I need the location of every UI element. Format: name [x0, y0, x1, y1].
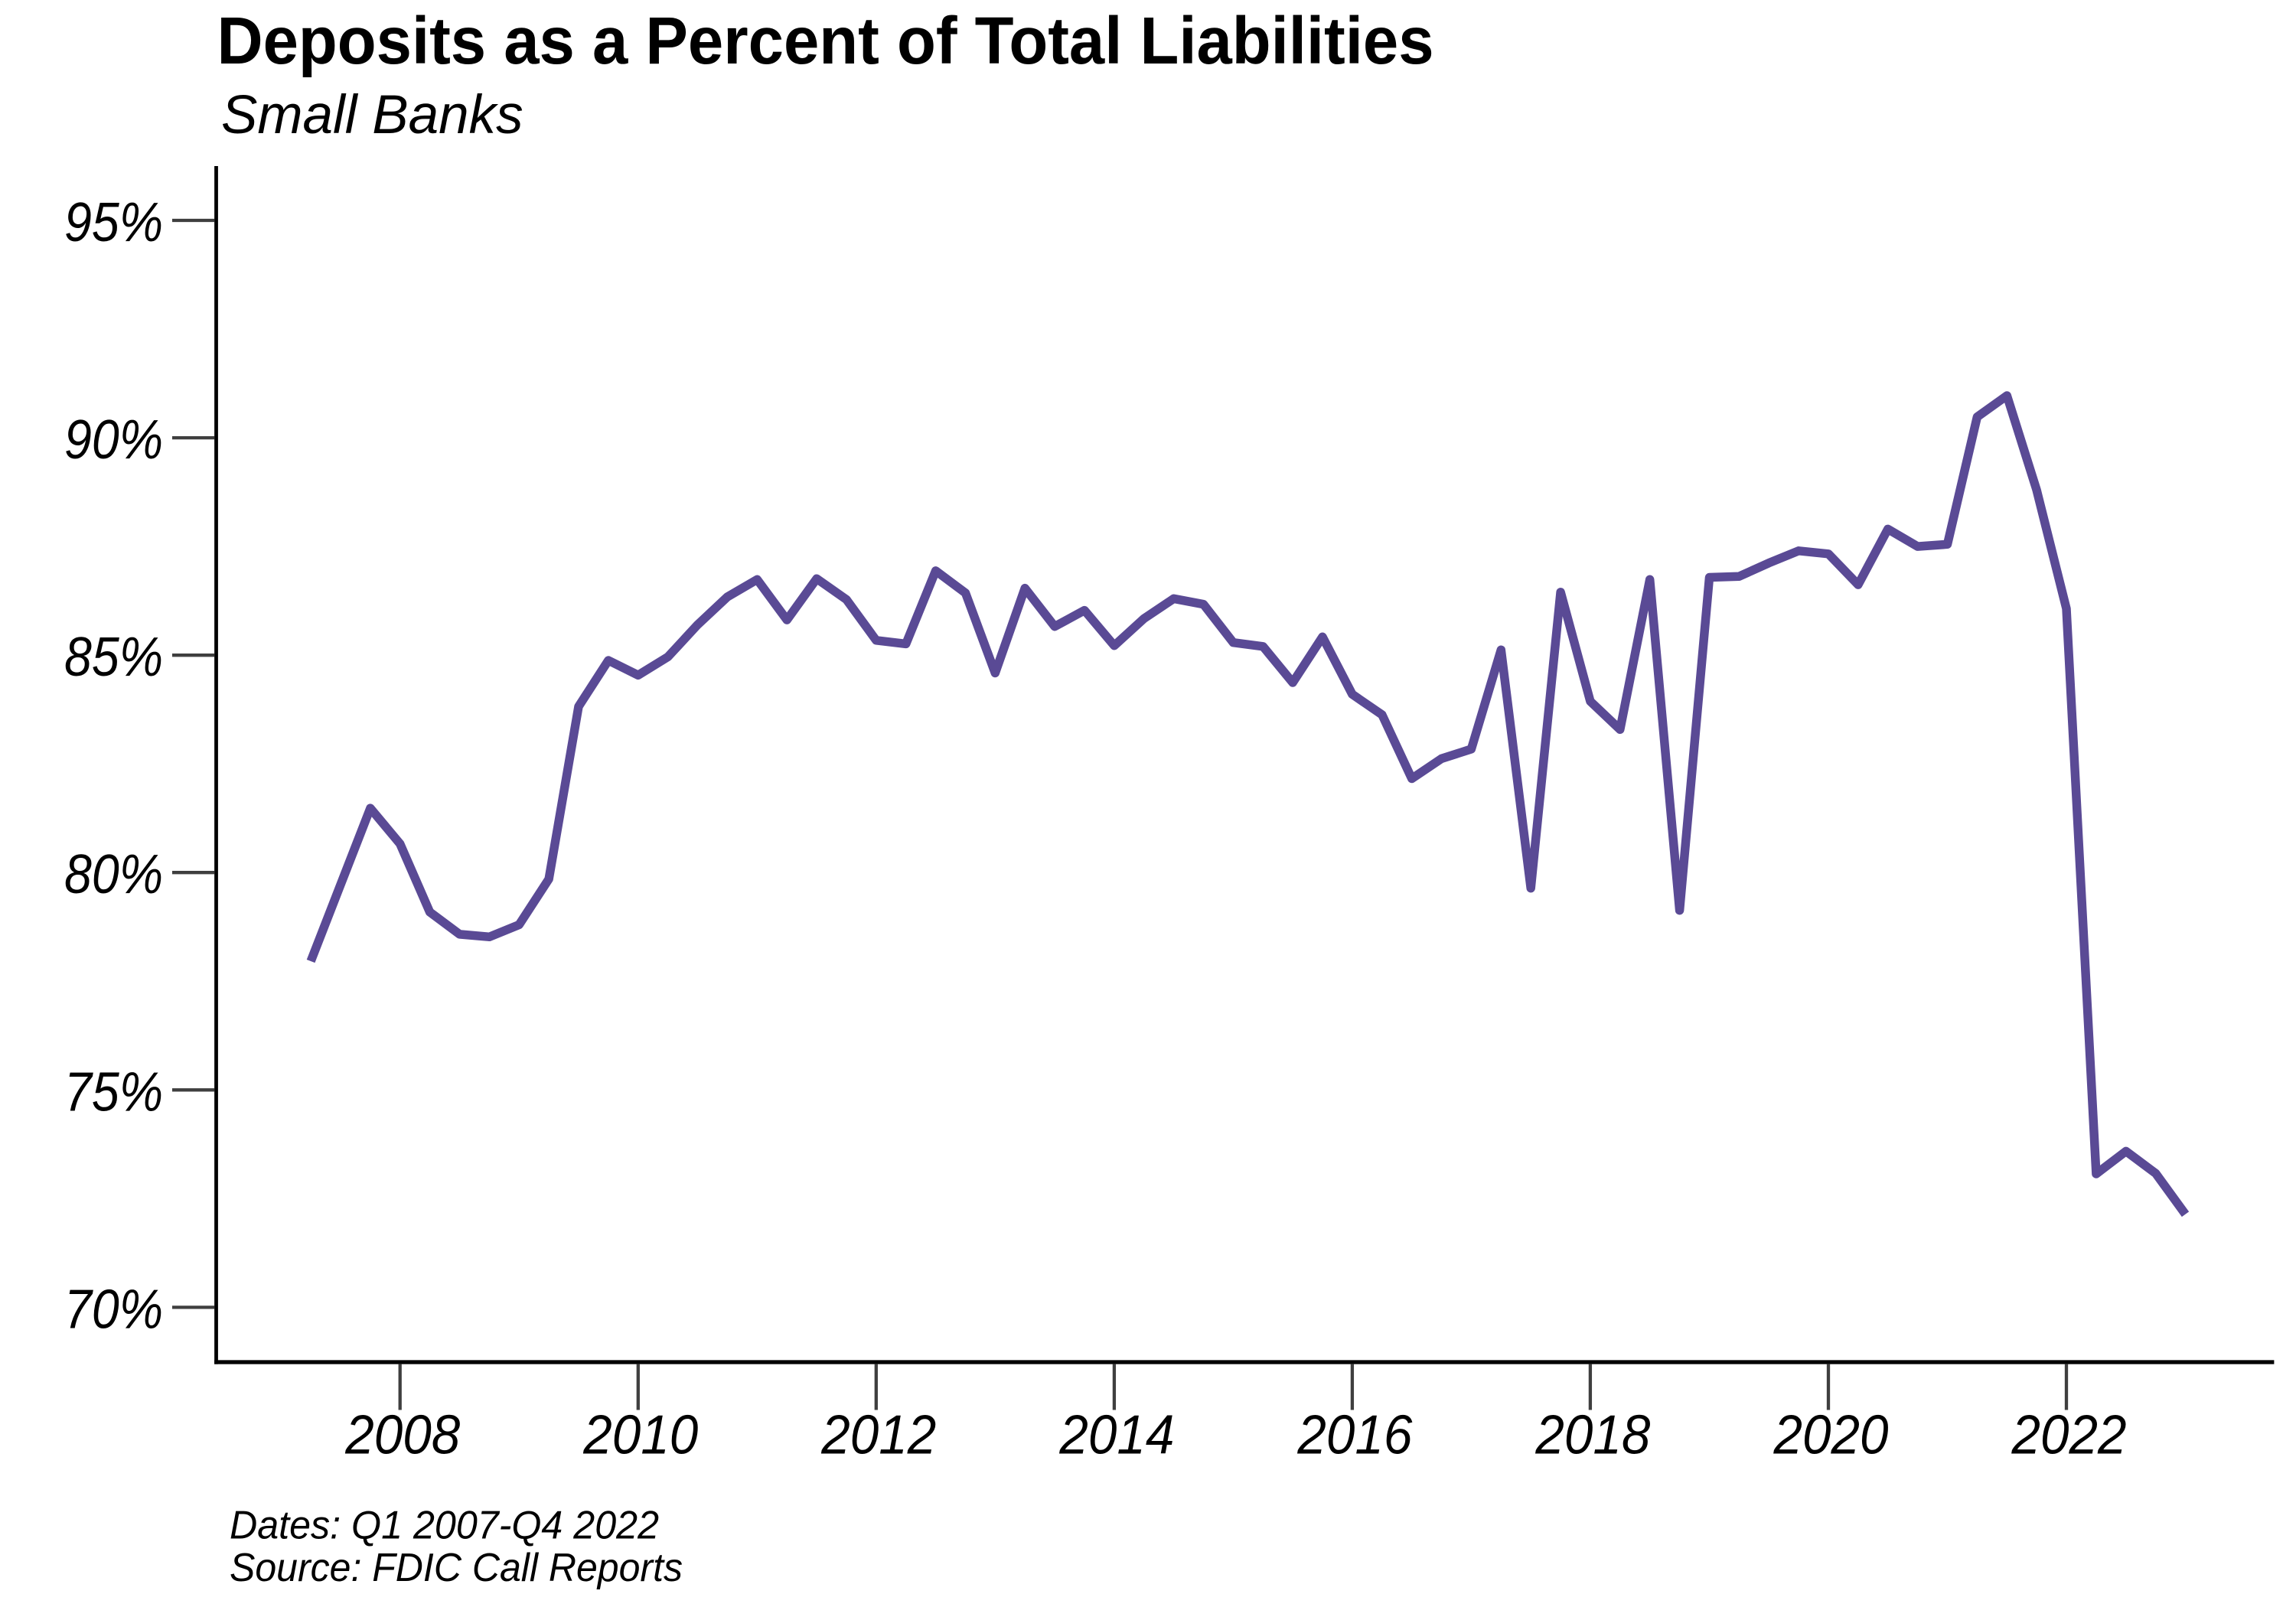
- svg-text:2022: 2022: [2011, 1405, 2127, 1466]
- svg-text:2016: 2016: [1296, 1405, 1413, 1466]
- svg-text:Small Banks: Small Banks: [221, 85, 523, 145]
- svg-text:2012: 2012: [820, 1405, 936, 1466]
- svg-text:2008: 2008: [344, 1405, 460, 1466]
- svg-text:2018: 2018: [1534, 1405, 1650, 1466]
- svg-text:80%: 80%: [64, 844, 163, 905]
- svg-text:Source: FDIC Call Reports: Source: FDIC Call Reports: [230, 1546, 683, 1590]
- svg-text:2020: 2020: [1773, 1405, 1889, 1466]
- svg-text:75%: 75%: [64, 1061, 163, 1123]
- svg-text:Deposits as a Percent of Total: Deposits as a Percent of Total Liabiliti…: [217, 4, 1434, 78]
- svg-text:Dates: Q1 2007-Q4 2022: Dates: Q1 2007-Q4 2022: [230, 1504, 659, 1548]
- svg-text:90%: 90%: [64, 409, 163, 471]
- svg-text:2014: 2014: [1058, 1405, 1174, 1466]
- svg-text:70%: 70%: [64, 1279, 163, 1340]
- svg-text:95%: 95%: [64, 192, 163, 253]
- svg-text:85%: 85%: [64, 627, 163, 688]
- svg-text:2010: 2010: [582, 1405, 698, 1466]
